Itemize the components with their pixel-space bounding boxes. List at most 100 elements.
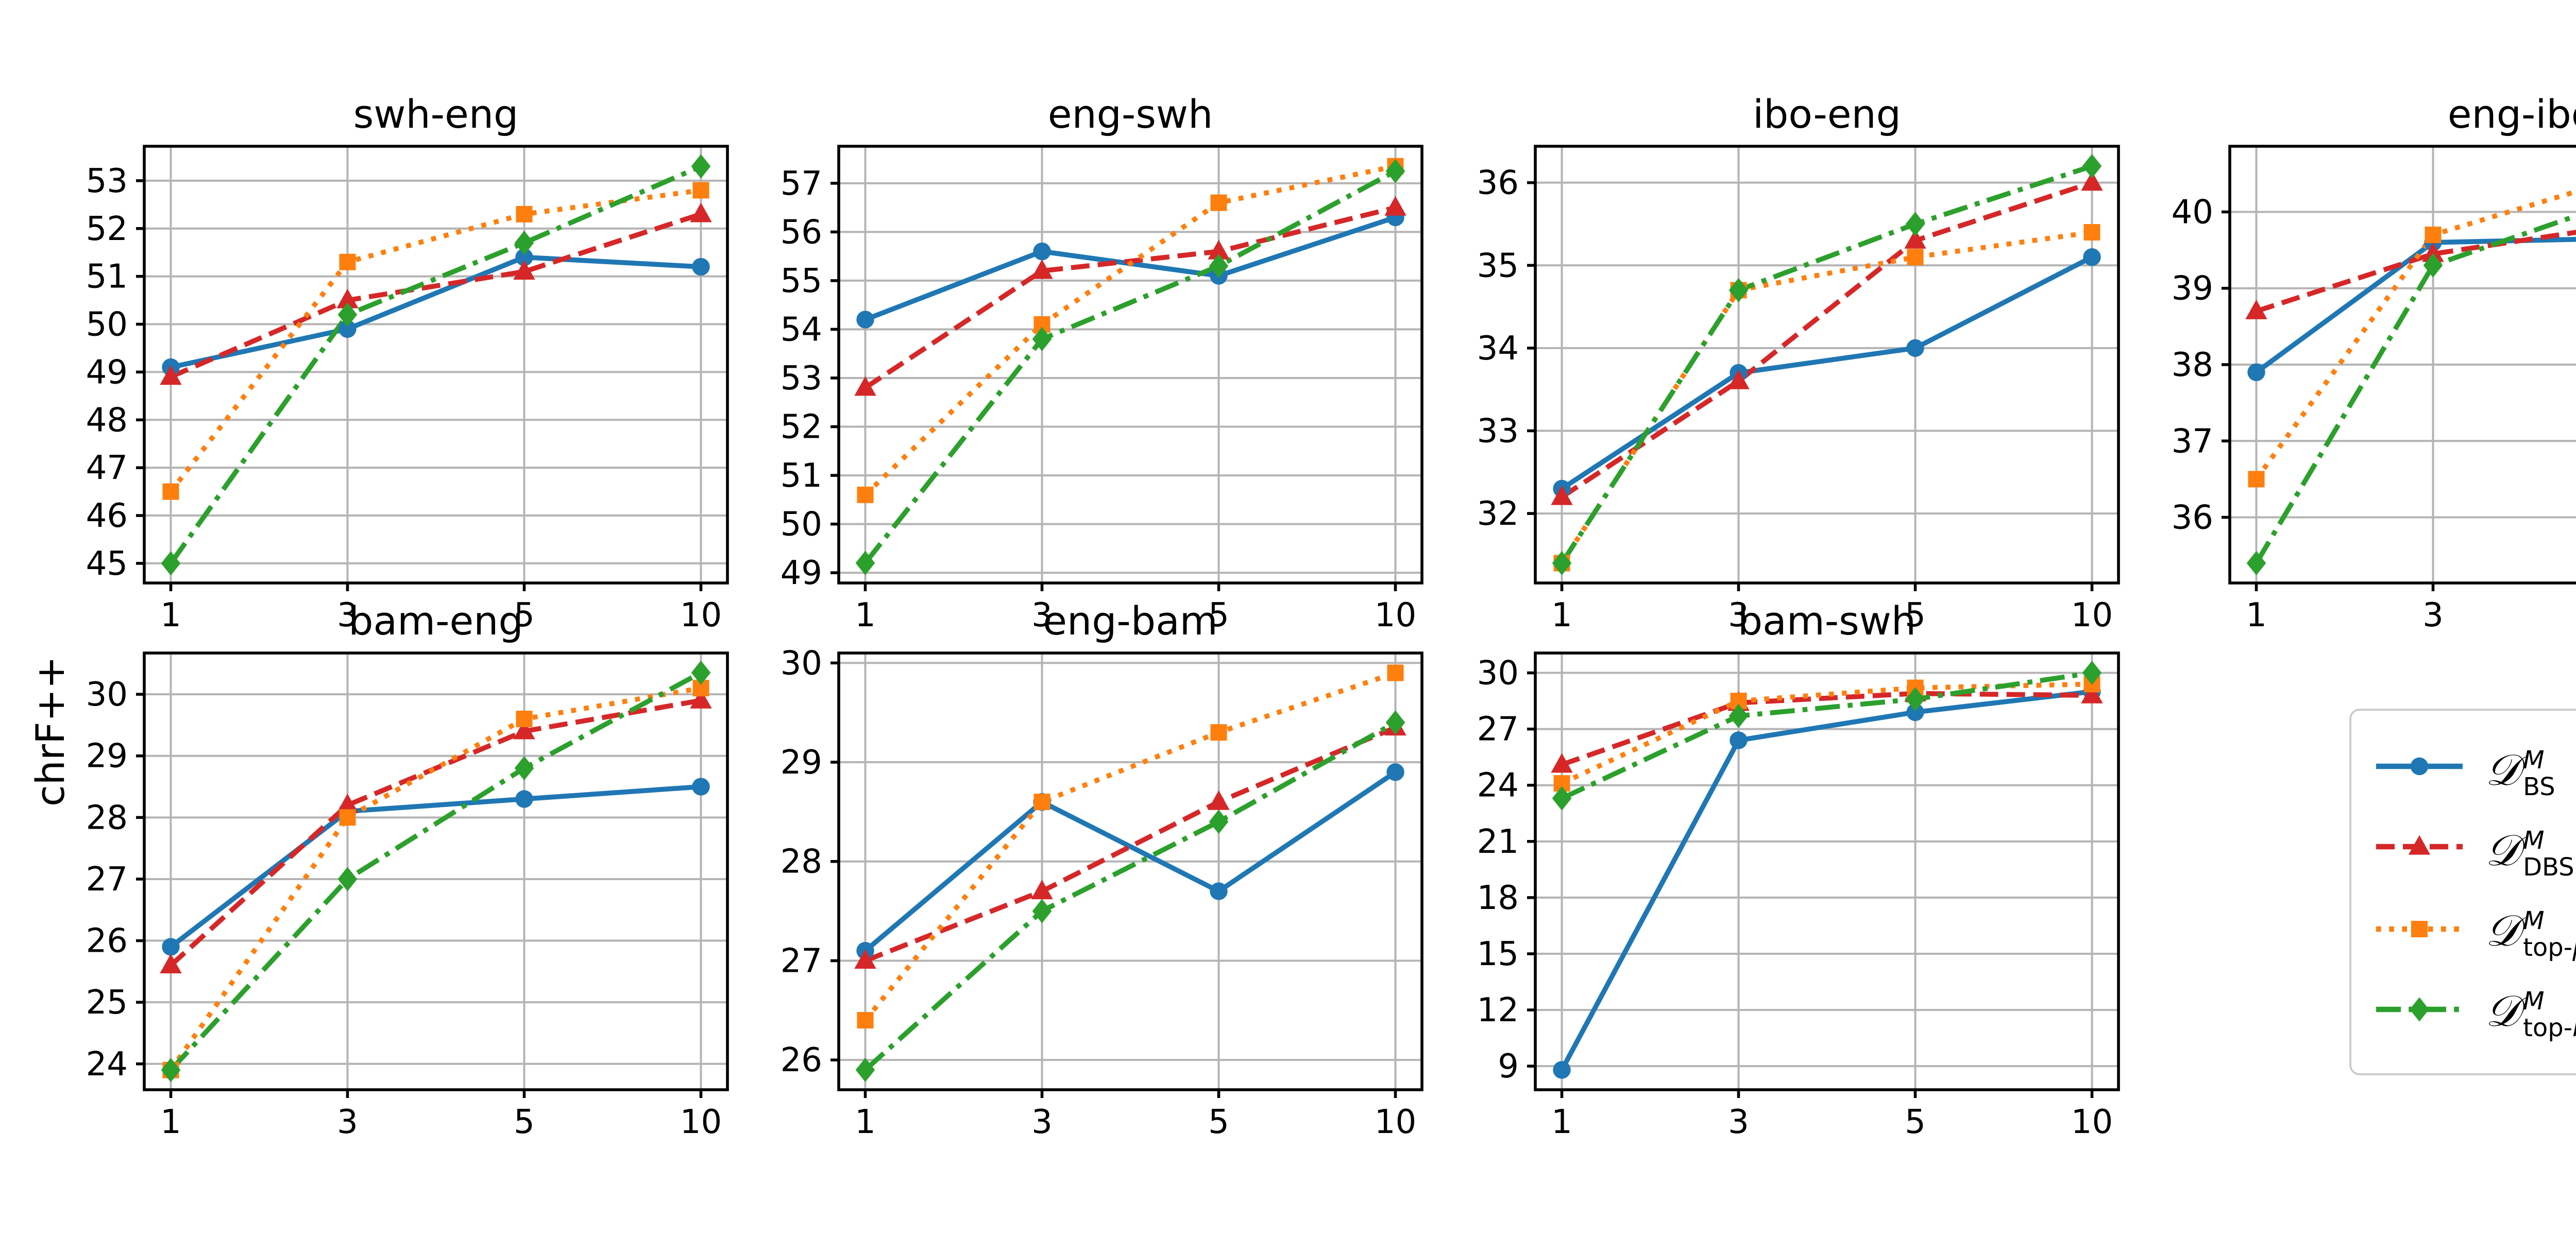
marker-ibo-eng-top-k xyxy=(1905,212,1925,236)
x-tick-label: 5 xyxy=(1208,1103,1229,1141)
marker-bam-swh-BS xyxy=(1906,703,1924,722)
y-tick-label: 24 xyxy=(86,1045,128,1084)
y-tick-label: 36 xyxy=(1477,164,1519,202)
panel-eng-swh: 49 50 51 52 53 54 55 56 57 1 3 5 10 eng-swh xyxy=(781,91,1423,634)
legend-sample-top-p xyxy=(2372,910,2467,955)
marker-bam-eng-top-k xyxy=(691,660,711,685)
marker-eng-swh-DBS xyxy=(1208,239,1230,260)
panel-title: eng-swh xyxy=(1048,91,1213,137)
y-tick-label: 35 xyxy=(1477,247,1519,285)
y-tick-label: 47 xyxy=(86,449,128,487)
y-tick-label: 49 xyxy=(86,353,128,391)
y-tick-label: 53 xyxy=(781,359,822,398)
y-tick-label: 18 xyxy=(1477,879,1519,917)
y-tick-label: 34 xyxy=(1477,330,1519,368)
plot-area xyxy=(1535,653,2119,1090)
y-tick-label: 57 xyxy=(781,165,822,203)
y-tick-label: 28 xyxy=(86,799,128,837)
marker-eng-bam-DBS xyxy=(1208,790,1230,810)
marker-swh-eng-top-p xyxy=(162,483,179,500)
y-tick-label: 51 xyxy=(86,258,128,296)
legend-marker-DBS xyxy=(2408,835,2431,855)
plot-area xyxy=(839,146,1422,583)
marker-eng-bam-top-k xyxy=(1032,899,1052,923)
y-tick-label: 24 xyxy=(1477,767,1519,805)
marker-eng-ibo-BS xyxy=(2247,363,2265,382)
series-line-eng-bam-BS xyxy=(863,770,1397,953)
legend-line-top-k xyxy=(2376,997,2463,1022)
y-tick-label: 46 xyxy=(86,497,128,535)
marker-swh-eng-top-k xyxy=(337,302,358,327)
series-line-eng-bam-top-k xyxy=(863,720,1397,1072)
marker-swh-eng-top-k xyxy=(514,231,534,255)
marker-eng-bam-BS xyxy=(1386,763,1404,781)
series-line-bam-eng-BS xyxy=(169,784,701,949)
y-tick-label: 40 xyxy=(2172,193,2213,231)
marker-eng-ibo-top-k xyxy=(2423,253,2443,278)
x-tick-label: 1 xyxy=(855,596,876,634)
legend-marker-BS xyxy=(2410,757,2429,776)
marker-bam-swh-top-k xyxy=(1905,686,1925,712)
marker-bam-swh-DBS xyxy=(1551,753,1573,773)
y-tick-label: 55 xyxy=(781,262,822,300)
series-line-eng-bam-DBS xyxy=(864,725,1397,963)
series-line-ibo-eng-top-k xyxy=(1560,163,2093,565)
y-tick-label: 30 xyxy=(86,676,128,714)
plot-area xyxy=(144,653,727,1090)
y-tick-label: 53 xyxy=(86,162,128,200)
y-tick-label: 27 xyxy=(86,861,128,899)
marker-bam-eng-DBS xyxy=(513,719,535,740)
axes-spines xyxy=(837,145,1423,585)
series-line-swh-eng-BS xyxy=(170,254,701,370)
panel-bam-eng: 24 25 26 27 28 29 30 1 3 5 10 bam-eng xyxy=(86,598,729,1141)
y-tick-label: 9 xyxy=(1498,1048,1519,1086)
legend-line-BS xyxy=(2376,757,2463,776)
y-tick-label: 26 xyxy=(86,922,128,960)
series-line-eng-ibo-top-k xyxy=(2254,213,2576,564)
marker-eng-bam-top-p xyxy=(857,1012,874,1029)
y-tick-label: 51 xyxy=(781,457,822,495)
panel-swh-eng: 45 46 47 48 49 50 51 52 53 1 3 5 10 swh-eng xyxy=(86,91,729,634)
marker-bam-eng-DBS xyxy=(336,794,359,814)
plot-area xyxy=(144,146,727,583)
y-tick-label: 48 xyxy=(86,401,128,439)
legend-sample-top-k xyxy=(2372,991,2467,1036)
y-tick-label: 56 xyxy=(781,213,822,251)
marker-swh-eng-top-p xyxy=(516,205,533,222)
marker-swh-eng-top-p xyxy=(692,182,709,199)
x-tick-label: 10 xyxy=(1375,596,1416,634)
x-tick-label: 3 xyxy=(1728,1103,1749,1141)
marker-bam-eng-BS xyxy=(162,938,180,956)
marker-eng-swh-top-k xyxy=(855,551,875,575)
marker-ibo-eng-top-p xyxy=(1907,249,1924,266)
marker-swh-eng-BS xyxy=(515,248,533,266)
marker-bam-eng-top-p xyxy=(339,809,356,826)
y-tick-label: 39 xyxy=(2172,270,2213,308)
y-tick-label: 12 xyxy=(1477,991,1519,1029)
y-tick-label: 52 xyxy=(86,210,128,248)
marker-ibo-eng-top-p xyxy=(2083,224,2100,241)
marker-swh-eng-DBS xyxy=(336,288,359,308)
y-tick-label: 29 xyxy=(86,737,128,776)
panel-title: eng-ibo xyxy=(2448,91,2576,137)
script-d-symbol: 𝒟 xyxy=(2485,826,2520,876)
marker-ibo-eng-DBS xyxy=(1904,229,1926,249)
x-tick-label: 10 xyxy=(1375,1103,1416,1141)
axes-spines xyxy=(143,145,729,585)
panel-title: eng-bam xyxy=(1043,598,1217,644)
series-line-eng-swh-top-k xyxy=(863,168,1397,565)
x-tick-label: 3 xyxy=(337,596,358,634)
marker-bam-swh-top-k xyxy=(1728,703,1749,728)
legend-item-bs: 𝒟 M BS xyxy=(2372,731,2576,810)
x-tick-label: 3 xyxy=(1031,596,1053,634)
x-tick-label: 5 xyxy=(1905,1103,1926,1141)
marker-eng-bam-top-p xyxy=(1033,794,1050,811)
x-tick-label: 5 xyxy=(1905,596,1926,634)
marker-swh-eng-BS xyxy=(692,258,710,276)
marker-ibo-eng-BS xyxy=(1906,339,1924,357)
marker-eng-swh-DBS xyxy=(1031,259,1053,279)
